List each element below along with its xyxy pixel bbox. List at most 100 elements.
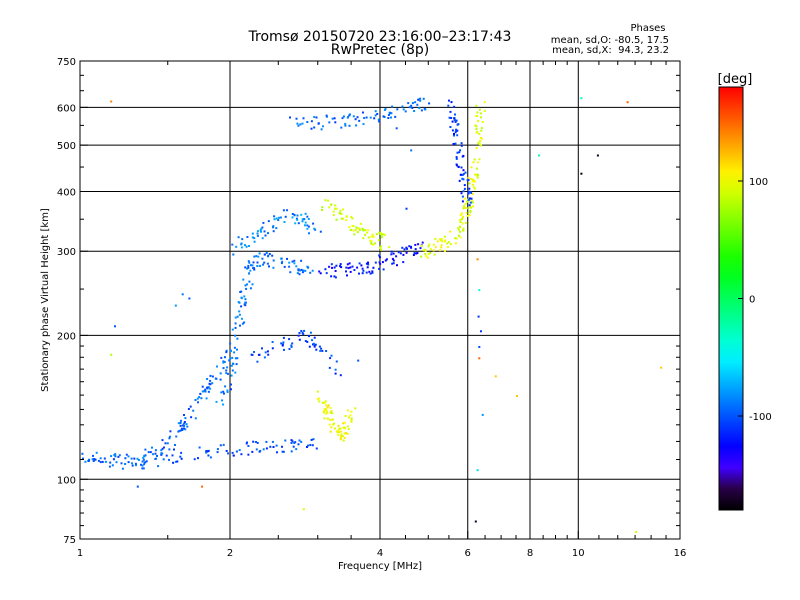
data-point: [253, 240, 256, 243]
data-point: [349, 270, 352, 273]
data-point: [342, 422, 344, 425]
data-point: [151, 446, 153, 449]
data-point: [460, 212, 463, 215]
data-point: [359, 222, 362, 225]
data-point: [414, 101, 417, 104]
data-point: [117, 455, 120, 458]
data-point: [365, 262, 368, 265]
data-point: [390, 112, 393, 115]
data-point: [424, 250, 427, 252]
data-point: [201, 385, 204, 388]
data-point: [453, 105, 456, 108]
data-point: [186, 425, 189, 428]
data-point: [215, 400, 218, 403]
data-point: [179, 429, 182, 432]
data-point: [309, 331, 312, 334]
data-point: [179, 424, 182, 427]
data-point: [120, 462, 123, 465]
data-point: [262, 448, 265, 451]
data-point: [483, 101, 486, 104]
data-point: [465, 222, 468, 224]
data-point: [347, 428, 350, 431]
data-point: [161, 452, 164, 455]
x-axis-label: Frequency [MHz]: [338, 561, 422, 572]
data-point: [301, 331, 304, 334]
data-point: [402, 261, 405, 264]
data-point: [174, 304, 177, 307]
data-point: [209, 456, 212, 459]
data-point: [312, 342, 315, 345]
data-point: [327, 404, 330, 407]
data-point: [325, 272, 328, 275]
data-point: [251, 283, 254, 286]
data-point: [291, 342, 294, 345]
data-point: [347, 116, 349, 118]
data-point: [340, 212, 343, 215]
data-point: [307, 266, 310, 269]
data-point: [411, 102, 414, 105]
data-point: [392, 262, 395, 265]
data-point: [230, 383, 232, 386]
data-point: [352, 115, 355, 118]
data-point: [177, 422, 180, 425]
data-point: [433, 253, 436, 256]
data-point: [596, 154, 599, 157]
data-point: [154, 452, 157, 455]
data-point: [261, 226, 264, 229]
data-point: [222, 443, 225, 446]
data-point: [244, 301, 247, 304]
y-tick-label: 600: [57, 103, 76, 114]
data-point: [196, 397, 199, 400]
data-point: [408, 106, 411, 109]
data-point: [324, 199, 327, 202]
data-point: [261, 257, 264, 260]
data-point: [349, 266, 352, 269]
data-point: [422, 97, 425, 100]
data-point: [352, 229, 355, 232]
x-tick-label: 1: [77, 548, 83, 559]
data-point: [402, 108, 405, 111]
data-point: [101, 460, 104, 463]
data-point: [461, 195, 464, 198]
data-point: [219, 444, 222, 447]
data-point: [245, 287, 248, 290]
data-point: [258, 265, 261, 267]
data-point: [251, 264, 254, 267]
data-point: [275, 227, 278, 230]
data-point: [476, 175, 479, 178]
data-point: [144, 448, 147, 451]
data-point: [455, 156, 458, 159]
data-point: [478, 158, 481, 161]
data-point: [333, 422, 336, 425]
data-point: [183, 414, 185, 416]
chart-title: Tromsø 20150720 23:16:00–23:17:43: [248, 29, 512, 45]
data-point: [412, 254, 415, 256]
data-point: [461, 218, 463, 221]
data-point: [300, 213, 303, 216]
data-point: [334, 204, 337, 207]
data-point: [365, 271, 368, 274]
data-point: [473, 187, 476, 190]
data-point: [142, 456, 145, 459]
data-point: [143, 463, 146, 466]
data-point: [364, 233, 367, 236]
data-point: [206, 386, 208, 389]
data-point: [241, 322, 244, 325]
data-point: [342, 115, 345, 118]
data-point: [330, 354, 333, 357]
data-point: [263, 253, 266, 256]
data-point: [350, 417, 353, 420]
data-point: [304, 269, 307, 272]
axis-ticks: 1 2 4 6 8 10 16 75 100 200 300 400 500 600 750: [57, 57, 686, 559]
data-point: [253, 237, 256, 240]
data-point: [461, 177, 464, 180]
data-point: [457, 234, 460, 237]
data-point: [475, 104, 478, 107]
data-point: [447, 241, 450, 244]
data-point: [174, 444, 176, 446]
data-point: [88, 458, 91, 461]
data-point: [340, 266, 343, 269]
data-point: [273, 218, 276, 221]
data-point: [410, 149, 413, 152]
data-point: [458, 225, 461, 228]
